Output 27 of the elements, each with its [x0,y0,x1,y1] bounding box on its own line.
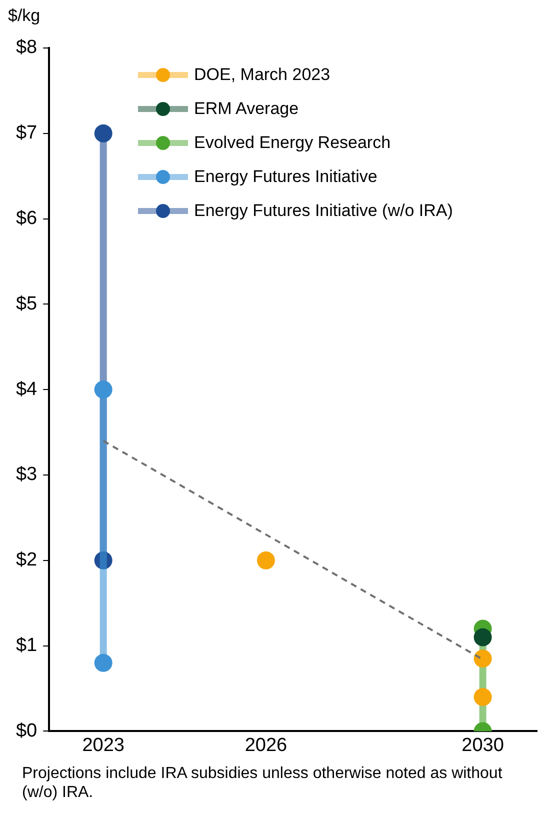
point [474,650,492,668]
y-tick-label: $1 [16,635,38,656]
y-tick-label: $6 [16,208,38,230]
legend-label: DOE, March 2023 [194,65,330,85]
legend-label: Energy Futures Initiative (w/o IRA) [194,201,453,221]
point [256,551,275,570]
text: Projections include IRA subsidies unless otherwise noted as without (w/o) IRA. [22,764,504,802]
y-tick-label: $0 [16,720,38,742]
y-tick-label: $7 [16,122,38,144]
y-axis-title: $/kg [8,6,40,26]
legend-label: Energy Futures Initiative [194,167,378,187]
point [94,551,112,570]
point [94,380,112,399]
x-tick-label: 2023 [82,734,124,756]
point [474,628,492,646]
y-tick-label: $5 [16,293,38,314]
point [94,124,112,142]
x-tick-label: 2030 [462,734,504,756]
legend-label: ERM Average [194,99,299,119]
y-tick-label: $2 [16,550,38,571]
legend-label: Evolved Energy Research [194,133,391,153]
y-tick-label: $3 [16,464,38,486]
point [94,654,112,672]
x-tick-label: 2026 [244,734,288,756]
y-tick-label: $8 [16,37,38,58]
point [474,688,492,706]
y-tick-label: $4 [16,378,38,400]
